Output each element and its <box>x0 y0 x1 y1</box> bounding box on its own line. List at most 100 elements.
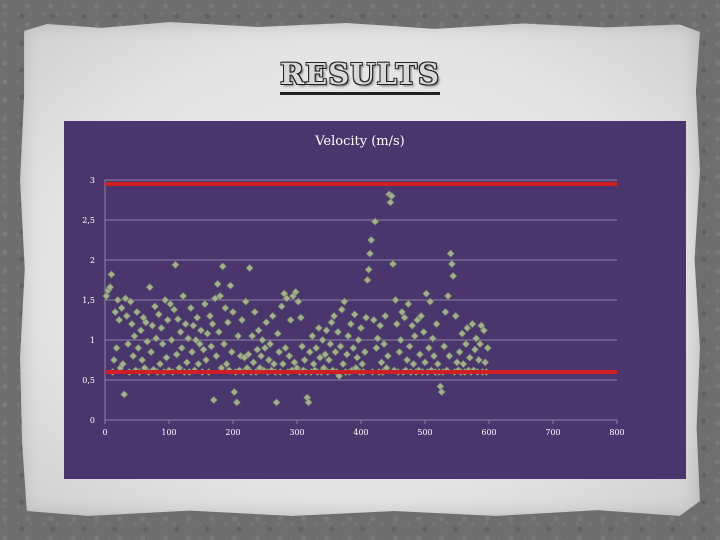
data-point <box>367 235 376 245</box>
data-point <box>262 318 271 327</box>
data-point <box>437 387 446 397</box>
data-point <box>220 339 229 349</box>
data-point <box>322 326 331 335</box>
data-point <box>298 342 307 351</box>
data-point <box>205 311 214 321</box>
data-point <box>337 305 346 314</box>
data-point <box>300 355 309 365</box>
data-point <box>336 342 345 351</box>
data-point <box>483 343 492 353</box>
data-point <box>479 326 488 335</box>
data-point <box>429 351 438 361</box>
data-point <box>321 350 330 359</box>
data-point <box>150 302 159 311</box>
data-point <box>232 398 241 407</box>
data-points <box>102 190 492 407</box>
x-tick-label: 200 <box>225 428 240 437</box>
x-axis-tick-labels: 0 100 200 300 400 500 600 700 800 <box>102 428 624 437</box>
data-point <box>356 323 366 333</box>
data-point <box>285 351 294 361</box>
x-tick-label: 0 <box>102 428 107 437</box>
data-point <box>410 331 419 341</box>
data-point <box>408 321 417 330</box>
data-point <box>339 359 348 369</box>
data-point <box>109 355 118 365</box>
data-point <box>226 281 235 290</box>
data-point <box>422 289 431 298</box>
data-point <box>120 390 129 399</box>
data-point <box>349 343 358 353</box>
data-point <box>360 347 369 357</box>
data-point <box>121 294 130 303</box>
data-point <box>358 359 367 369</box>
data-point <box>373 334 382 343</box>
data-point <box>377 358 386 367</box>
data-point <box>162 353 171 362</box>
data-point <box>221 303 230 313</box>
data-point <box>158 339 167 349</box>
data-point <box>417 311 426 321</box>
data-point <box>405 342 414 351</box>
data-point <box>400 313 409 322</box>
data-point <box>316 353 325 362</box>
data-point <box>391 295 400 305</box>
y-tick-label: 2,5 <box>82 216 95 225</box>
data-point <box>459 359 468 369</box>
data-point <box>199 345 208 354</box>
data-point <box>474 355 483 365</box>
data-point <box>376 321 385 330</box>
chart-area: Velocity (m/s) 0 0,5 1 1,5 2 2,5 3 0 100 200 300 4… <box>64 121 686 479</box>
x-tick-label: 600 <box>481 428 496 437</box>
chart-title: Velocity (m/s) <box>314 134 405 149</box>
data-point <box>188 347 197 357</box>
data-point <box>245 263 254 273</box>
data-point <box>476 339 485 349</box>
data-point <box>117 303 126 313</box>
data-point <box>350 310 359 319</box>
data-point <box>124 339 133 349</box>
data-point <box>296 313 305 322</box>
data-point <box>445 351 454 361</box>
data-point <box>363 275 372 285</box>
velocity-scatter-chart: Velocity (m/s) 0 0,5 1 1,5 2 2,5 3 0 100 200 300 4… <box>82 134 624 437</box>
data-point <box>277 302 286 311</box>
y-tick-label: 0,5 <box>82 376 95 385</box>
data-point <box>112 343 121 353</box>
y-axis-tick-labels: 0 0,5 1 1,5 2 2,5 3 <box>82 176 95 425</box>
data-point <box>136 326 145 335</box>
data-point <box>458 329 467 338</box>
data-point <box>223 318 232 327</box>
data-point <box>364 265 373 274</box>
data-point <box>228 307 238 317</box>
data-point <box>362 313 371 322</box>
data-point <box>463 323 472 333</box>
data-point <box>392 319 401 329</box>
data-point <box>184 334 193 343</box>
data-point <box>237 315 246 325</box>
data-point <box>470 345 479 354</box>
data-point <box>141 318 150 327</box>
data-point <box>145 283 154 292</box>
x-tick-label: 100 <box>161 428 176 437</box>
data-point <box>195 339 204 349</box>
data-point <box>461 339 470 349</box>
data-point <box>115 315 124 325</box>
data-point <box>122 311 131 321</box>
data-point <box>107 270 116 279</box>
slide-title: RESULTS <box>0 57 720 95</box>
data-point <box>218 262 227 271</box>
data-point <box>304 398 313 407</box>
data-point <box>314 323 323 333</box>
data-point <box>234 331 243 341</box>
data-point <box>170 305 179 314</box>
data-point <box>380 339 389 349</box>
data-point <box>152 334 161 343</box>
data-point <box>191 335 200 345</box>
data-point <box>194 359 203 369</box>
gridlines <box>104 179 618 424</box>
data-point <box>273 329 282 338</box>
data-point <box>365 249 374 258</box>
data-point <box>436 382 445 391</box>
data-point <box>419 327 428 337</box>
data-point <box>143 337 152 346</box>
